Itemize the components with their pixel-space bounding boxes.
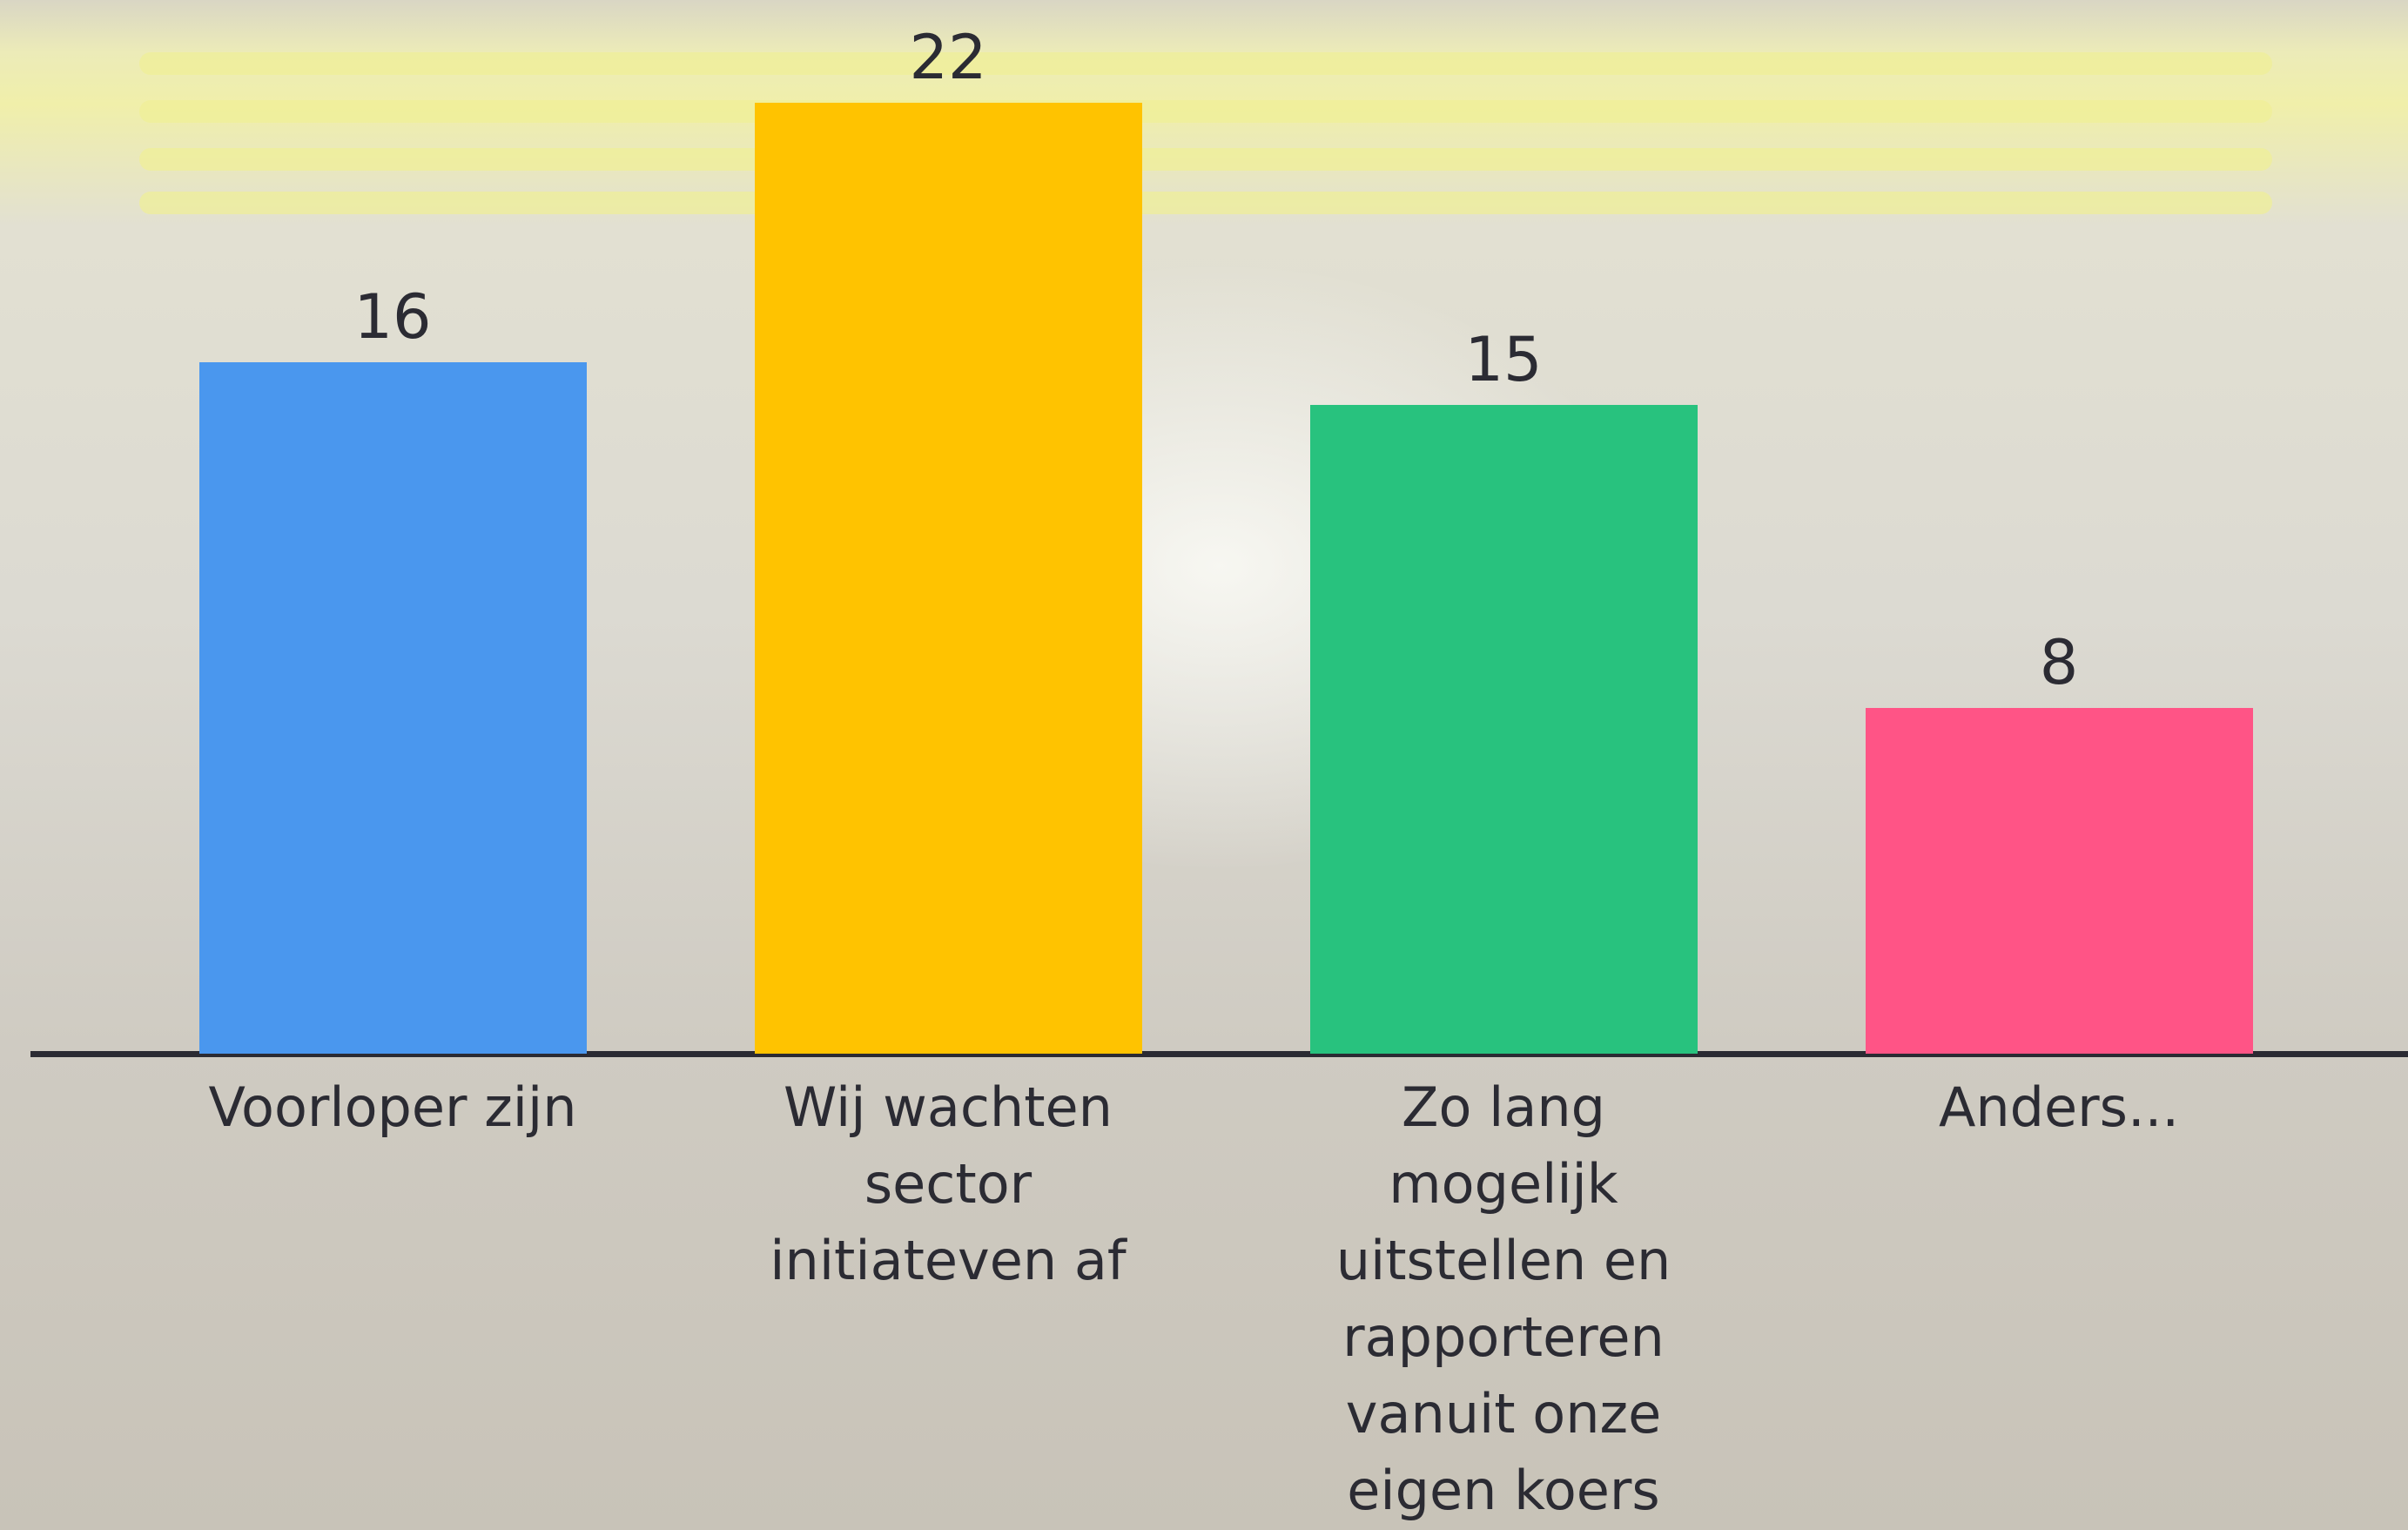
bar	[754, 103, 1142, 1054]
background-light	[139, 148, 2272, 171]
value-label: 22	[909, 22, 987, 93]
x-tick-label: Zo lang mogelijk uitstellen en rapporter…	[1335, 1075, 1671, 1522]
background-light	[139, 52, 2272, 75]
bar	[1309, 405, 1698, 1054]
x-tick-label: Wij wachten sector initiateven af	[770, 1075, 1127, 1292]
value-label: 15	[1464, 324, 1543, 396]
value-label: 16	[353, 280, 432, 353]
axis-line	[30, 1051, 2408, 1057]
x-tick-label: Voorloper zijn	[208, 1075, 577, 1139]
background-light	[139, 100, 2272, 123]
x-tick-label: Anders...	[1938, 1075, 2180, 1139]
bar	[198, 361, 587, 1054]
background-light	[139, 192, 2272, 214]
bar	[1865, 707, 2253, 1054]
value-label: 8	[2039, 626, 2079, 698]
